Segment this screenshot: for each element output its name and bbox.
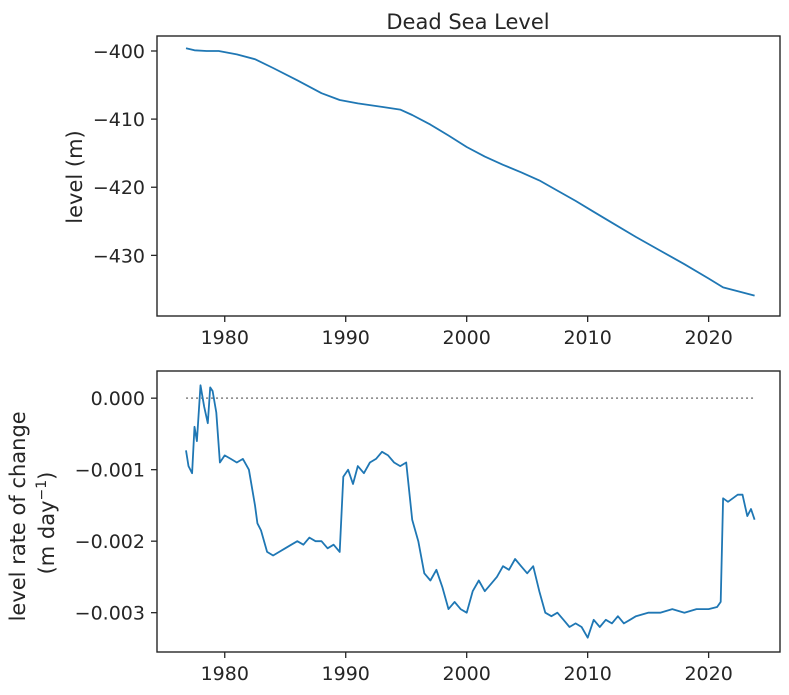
y-axis-label-superscript: −1 [34,480,50,501]
x-tick-label: 1980 [201,327,249,349]
x-tick-label: 1980 [201,663,249,685]
x-tick-label: 2020 [684,663,732,685]
chart-title: Dead Sea Level [386,10,549,34]
y-axis-label: level rate of change (m day−1) [6,405,59,622]
axes-frame [156,35,781,317]
x-tick-label: 2020 [684,327,732,349]
x-tick-label: 1990 [322,663,370,685]
y-axis-label-line2: (m day [35,500,59,574]
y-tick-label: −0.002 [75,531,145,553]
x-tick-label: 2000 [443,327,491,349]
series-line [185,47,755,297]
chart-level: Dead Sea Level level (m) 1980 1990 2000 201… [63,10,781,349]
y-tick-label: −430 [93,245,145,267]
y-tick-label: −410 [93,109,145,131]
y-axis-label: level (m) [63,130,87,223]
x-tick-label: 2010 [563,663,611,685]
plot-area [185,47,755,297]
ticks: 1980 1990 2000 2010 2020 −400 −410 −420 −430 [93,41,733,349]
ticks: 1980 1990 2000 2010 2020 0.000 −0.001 −0.002 −0.… [75,388,733,685]
axes-frame [156,370,781,653]
x-tick-label: 2010 [563,327,611,349]
x-tick-label: 1990 [322,327,370,349]
y-tick-label: −420 [93,177,145,199]
y-axis-label-line1: level rate of change [6,411,30,621]
plot-area [185,384,756,639]
y-tick-label: −0.001 [75,460,145,482]
y-tick-label: −400 [93,41,145,63]
y-tick-label: −0.003 [75,603,145,625]
x-tick-label: 2000 [443,663,491,685]
series-line [185,384,756,639]
y-tick-label: 0.000 [91,388,145,410]
chart-rate: level rate of change (m day−1) 1980 1990 2… [6,370,781,685]
y-axis-label-close: ) [35,472,59,480]
